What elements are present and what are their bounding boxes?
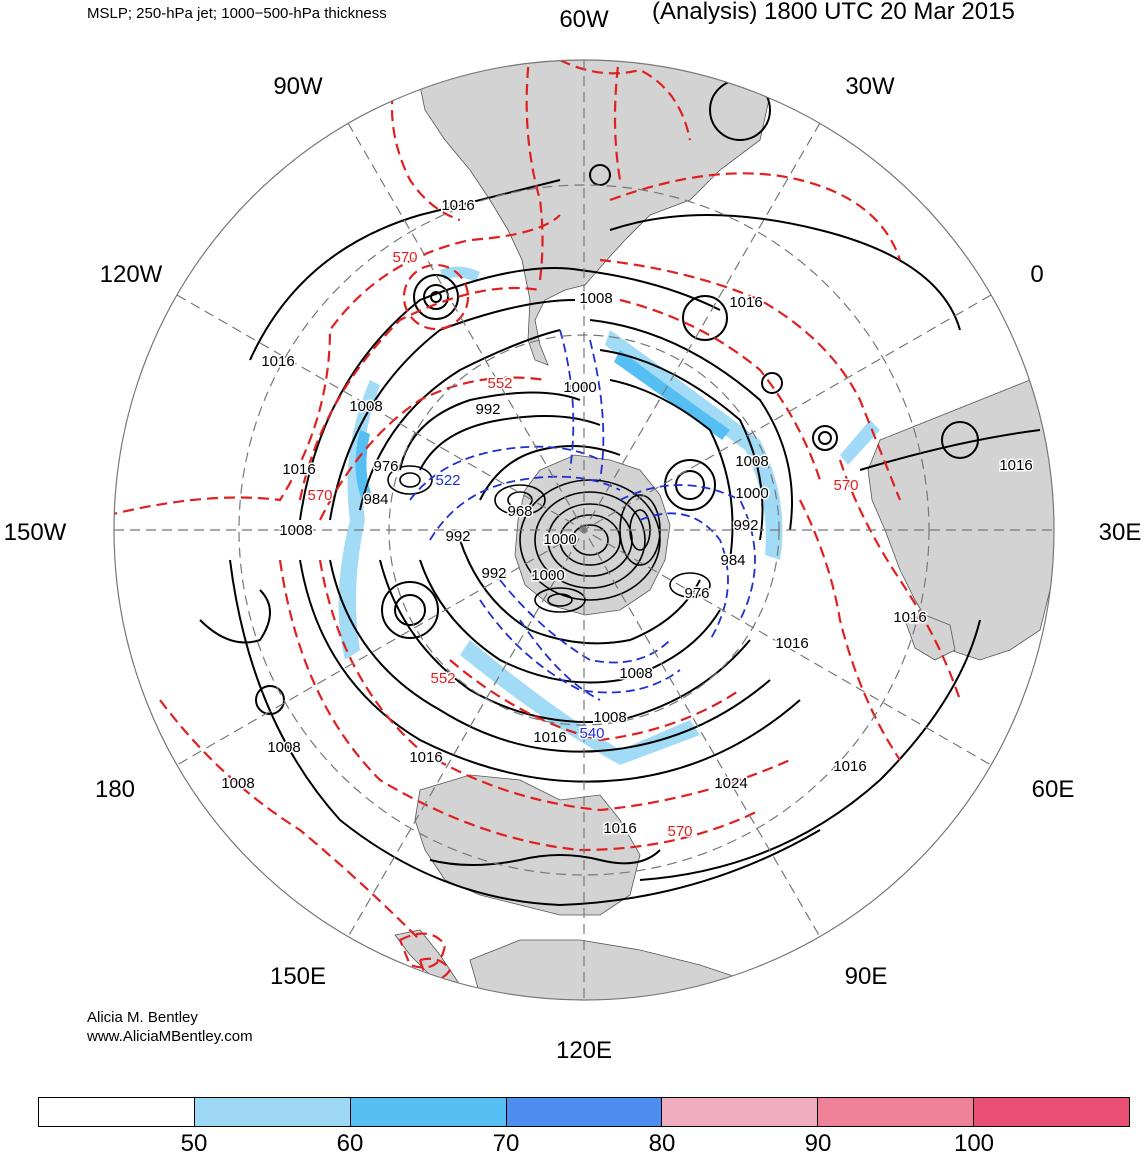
isobar-label: 1000	[735, 485, 768, 502]
land-masses	[394, 60, 1054, 1000]
madagascar-landmass	[904, 614, 956, 661]
longitude-label: 0	[1030, 261, 1043, 288]
isobar-label: 992	[475, 401, 500, 418]
isobar-label: 1000	[531, 567, 564, 584]
longitude-label: 150E	[270, 963, 326, 990]
colorbar-tick-label: 50	[180, 1130, 208, 1157]
new-zealand-landmass	[394, 929, 461, 996]
isobar-label: 1008	[279, 522, 312, 539]
isobar-label: 1016	[261, 353, 294, 370]
thickness-labels: 570 552 570 570 552 522 540 570	[306, 248, 860, 842]
thickness-contours-warm	[114, 60, 962, 981]
colorbar-segment	[818, 1098, 975, 1126]
thickness-label: 570	[307, 487, 332, 504]
isobar-label: 1016	[729, 294, 762, 311]
isobar-label: 976	[684, 585, 709, 602]
isobar-label: 1024	[714, 775, 747, 792]
isobar-label: 984	[720, 552, 745, 569]
isobar-labels: 1016 1008 1016 1016 1008 992 976 984 1016 992 968 1…	[220, 196, 1034, 839]
thickness-label: 552	[487, 375, 512, 392]
thickness-label: 540	[579, 725, 604, 742]
isobar-label: 1000	[563, 379, 596, 396]
colorbar-segment	[350, 1098, 507, 1126]
longitude-label: 90E	[845, 963, 888, 990]
longitude-label: 120E	[556, 1037, 612, 1064]
colorbar-segment	[974, 1098, 1130, 1126]
longitude-label: 120W	[100, 261, 163, 288]
longitude-label: 60W	[559, 6, 609, 33]
longitude-label: 90W	[273, 73, 323, 100]
longitude-labels: 60W 30W 0 30E 60E 90E 120E 150E 180 150W 120W 90W	[4, 6, 1142, 1064]
colorbar-tick-label: 80	[648, 1130, 676, 1157]
isobar-label: 1016	[409, 749, 442, 766]
colorbar-segment	[506, 1098, 663, 1126]
isobar-label: 1008	[579, 290, 612, 307]
antarctica-landmass	[514, 454, 671, 616]
website-credit: www.AliciaMBentley.com	[87, 1028, 253, 1045]
isobar-label: 1016	[603, 820, 636, 837]
isobar-label: 1016	[893, 609, 926, 626]
isobar-label: 992	[733, 517, 758, 534]
colorbar-segment	[39, 1098, 195, 1126]
australia-landmass	[414, 774, 641, 916]
graticule	[114, 60, 1054, 1000]
colorbar-tick-label: 90	[804, 1130, 832, 1157]
colorbar-tick-label: 100	[953, 1130, 995, 1157]
isobar-label: 1008	[593, 709, 626, 726]
isobar-label: 1008	[735, 453, 768, 470]
isobar-label: 1008	[349, 398, 382, 415]
low-pressure-center	[387, 465, 711, 613]
isobar-label: 1016	[441, 197, 474, 214]
longitude-label: 30W	[845, 73, 895, 100]
thickness-label: 522	[435, 472, 460, 489]
isobar-label: 1000	[543, 531, 576, 548]
longitude-label: 30E	[1099, 519, 1142, 546]
author-credit: Alicia M. Bentley	[87, 1009, 198, 1026]
jet-speed-colorbar	[38, 1097, 1130, 1127]
isobar-label: 1016	[533, 729, 566, 746]
southeast-asia-landmass	[469, 939, 761, 1000]
isobar-label: 1016	[775, 635, 808, 652]
isobar-label: 1016	[999, 457, 1032, 474]
isobar-label: 1008	[267, 739, 300, 756]
isobar-label: 1016	[282, 461, 315, 478]
longitude-label: 150W	[4, 519, 67, 546]
thickness-contours-cold	[409, 329, 756, 701]
colorbar-tick-label: 60	[336, 1130, 364, 1157]
thickness-label: 570	[392, 249, 417, 266]
thickness-label: 570	[833, 477, 858, 494]
isobar-label: 1008	[221, 775, 254, 792]
colorbar-tick-label: 70	[492, 1130, 520, 1157]
isobar-label: 968	[507, 503, 532, 520]
thickness-label: 570	[667, 823, 692, 840]
colorbar-segment	[662, 1098, 819, 1126]
isobar-label: 992	[445, 528, 470, 545]
isobar-label: 992	[481, 565, 506, 582]
map-boundary	[113, 59, 1055, 1001]
colorbar-segment	[194, 1098, 351, 1126]
valid-time-title: (Analysis) 1800 UTC 20 Mar 2015	[652, 0, 1015, 25]
longitude-label: 60E	[1032, 776, 1075, 803]
longitude-label: 180	[95, 776, 135, 803]
isobar-label: 984	[363, 491, 388, 508]
isobar-label: 976	[373, 458, 398, 475]
isobar-label: 1016	[833, 758, 866, 775]
field-description: MSLP; 250-hPa jet; 1000−500-hPa thicknes…	[87, 5, 387, 22]
thickness-label: 552	[430, 670, 455, 687]
isobar-label: 1008	[619, 665, 652, 682]
